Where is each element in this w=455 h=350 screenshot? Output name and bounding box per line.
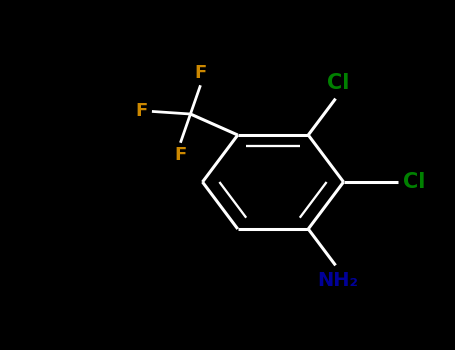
Text: Cl: Cl	[327, 74, 349, 93]
Text: NH₂: NH₂	[317, 271, 359, 289]
Text: F: F	[174, 146, 187, 164]
Text: F: F	[135, 103, 147, 120]
Text: F: F	[194, 64, 207, 82]
Text: Cl: Cl	[403, 172, 425, 192]
